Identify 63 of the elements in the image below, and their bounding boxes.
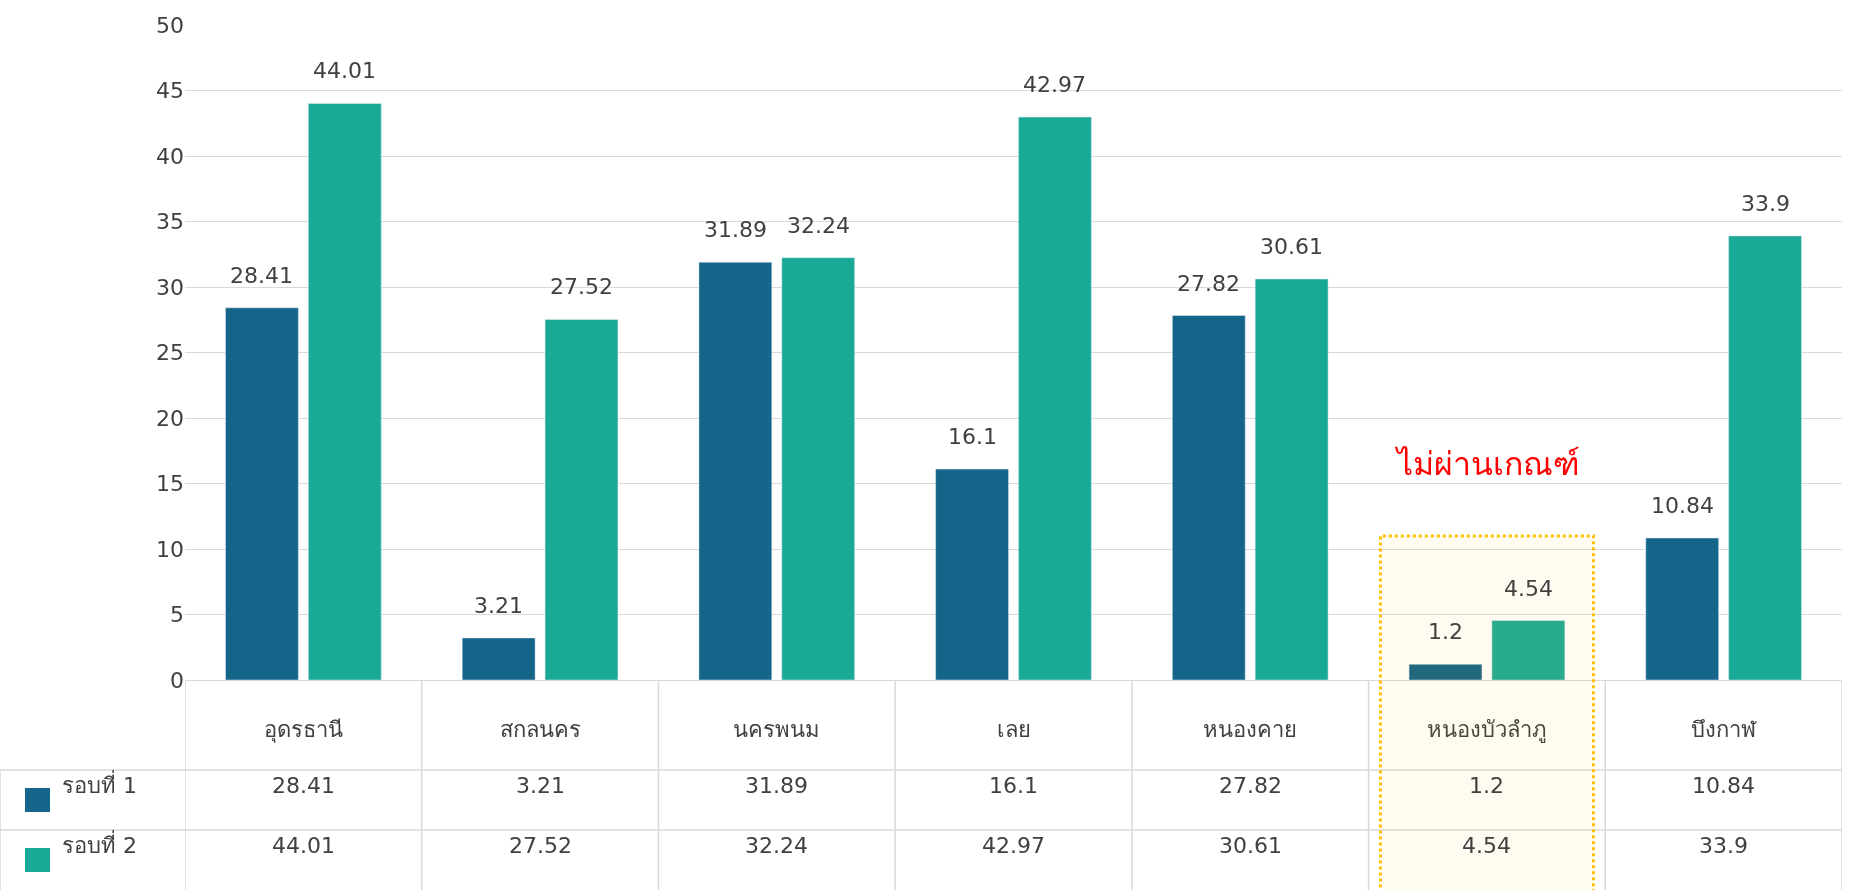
y-tick-label: 35: [156, 209, 184, 235]
bar: [308, 103, 382, 680]
y-tick-label: 25: [156, 340, 184, 366]
annotation: 16.1: [948, 424, 997, 449]
bar: [544, 319, 619, 680]
y-tick-label: 45: [156, 78, 184, 104]
annotation: 33.9: [1741, 191, 1790, 216]
annotation: 3.21: [474, 593, 523, 618]
annotation: 10.84: [1651, 493, 1714, 518]
x-tick-label: นครพนม: [733, 717, 821, 743]
data-label: 32.24: [745, 833, 808, 858]
annotation: 1.2: [1428, 619, 1463, 644]
data-label: 4.54: [1462, 833, 1511, 858]
y-tick-label: 30: [156, 274, 184, 300]
bar: [1728, 235, 1802, 680]
annotation: 30.61: [1260, 234, 1323, 259]
x-tick-label: หนองบัวลำภู: [1426, 717, 1547, 744]
annotation: 27.82: [1177, 271, 1240, 296]
data-label: 42.97: [982, 833, 1045, 858]
annotation: 27.52: [550, 274, 613, 299]
x-tick-label: บึงกาฬ: [1691, 717, 1758, 743]
bar: [781, 257, 855, 680]
x-tick-label: หนองคาย: [1203, 717, 1298, 743]
annotation: 4.54: [1504, 576, 1553, 601]
legend-label: รอบที่ 1: [62, 770, 137, 798]
bar: [461, 637, 536, 680]
data-label: 44.01: [272, 833, 335, 858]
annotation: 44.01: [313, 58, 376, 83]
bar: [935, 468, 1009, 680]
data-label: 31.89: [745, 773, 808, 798]
bar: [1172, 315, 1246, 680]
annotation: 42.97: [1023, 72, 1086, 97]
data-label: 1.2: [1469, 773, 1504, 798]
bar: [1254, 278, 1329, 680]
bar: [1408, 664, 1483, 680]
y-tick-label: 15: [156, 471, 184, 497]
data-label: 27.52: [509, 833, 572, 858]
data-label: 27.82: [1219, 773, 1282, 798]
bar: [1018, 116, 1092, 680]
y-tick-label: 20: [156, 405, 184, 431]
bar: [1645, 537, 1719, 680]
data-label: 3.21: [516, 773, 565, 798]
annotation: 31.89: [704, 217, 767, 242]
y-tick-label: 40: [156, 143, 184, 169]
x-tick-label: เลย: [996, 717, 1031, 743]
y-tick-label: 0: [170, 667, 184, 693]
data-label: 30.61: [1219, 833, 1282, 858]
bar: [1491, 620, 1566, 680]
data-label: 10.84: [1692, 773, 1755, 798]
x-tick-label: อุดรธานี: [263, 717, 343, 744]
band-label: ไม่ผ่านเกณฑ์: [1394, 445, 1580, 483]
data-label: 28.41: [272, 773, 335, 798]
bar: [698, 261, 773, 680]
annotation: 32.24: [787, 213, 850, 238]
data-label: 16.1: [989, 773, 1038, 798]
y-tick-label: 10: [156, 536, 184, 562]
legend-label: รอบที่ 2: [62, 830, 137, 858]
annotation: 28.41: [230, 263, 293, 288]
data-label: 33.9: [1699, 833, 1748, 858]
x-tick-label: สกลนคร: [499, 717, 581, 743]
y-tick-label: 50: [156, 12, 184, 38]
bar: [225, 307, 299, 680]
y-tick-label: 5: [170, 602, 184, 628]
